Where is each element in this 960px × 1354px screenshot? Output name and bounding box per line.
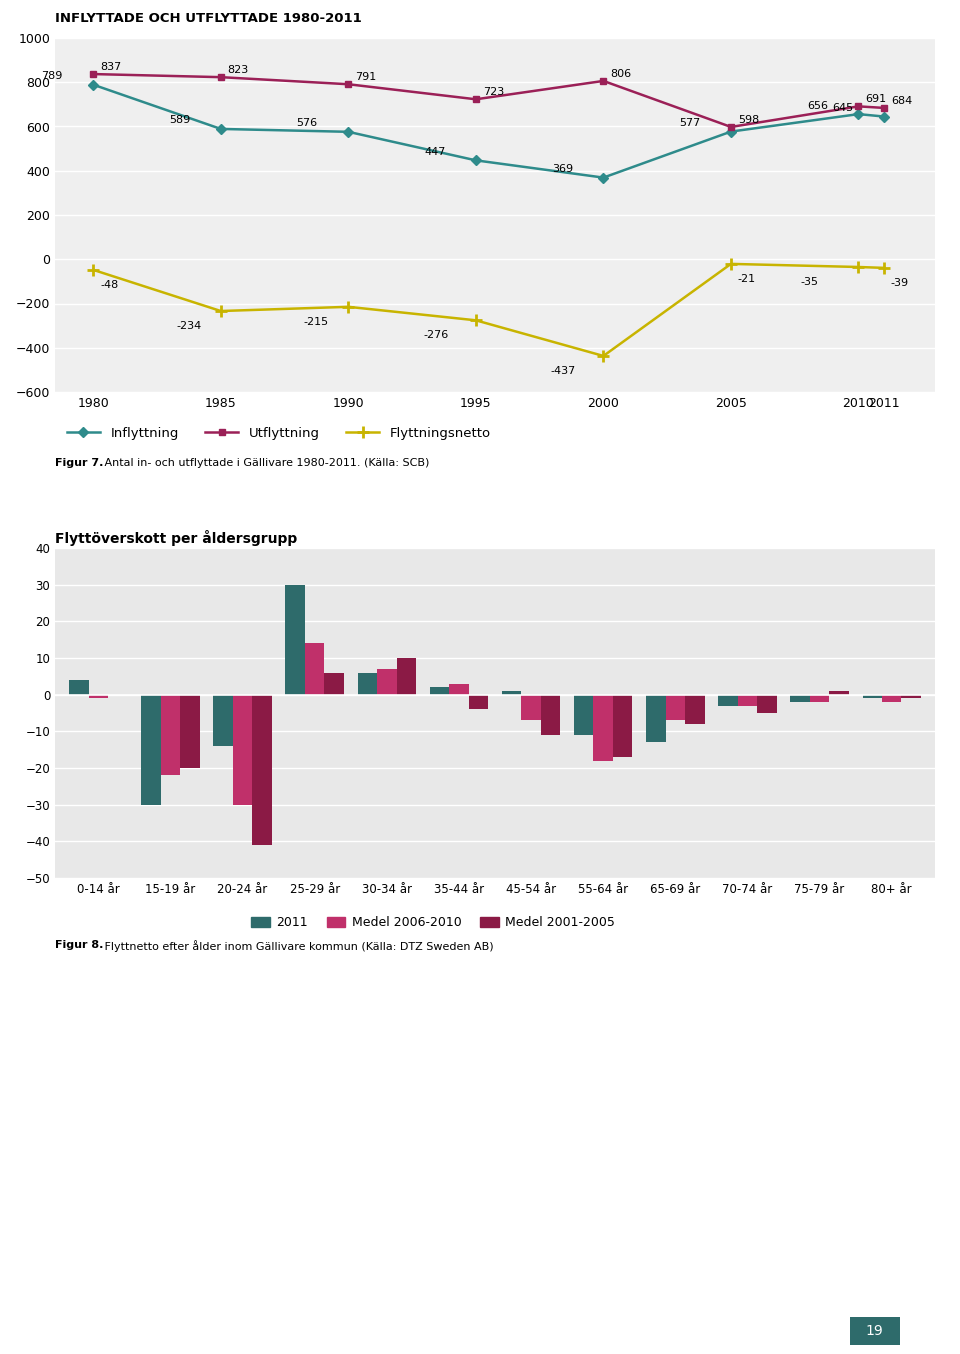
- Bar: [829, 691, 849, 695]
- Bar: [252, 695, 272, 845]
- Text: 684: 684: [891, 96, 912, 106]
- Text: 577: 577: [679, 118, 701, 129]
- Text: -234: -234: [177, 321, 202, 332]
- Text: 691: 691: [865, 95, 886, 104]
- Bar: [396, 658, 416, 695]
- Text: 723: 723: [483, 87, 504, 97]
- Text: -215: -215: [304, 317, 329, 326]
- Text: INFLYTTADE OCH UTFLYTTADE 1980-2011: INFLYTTADE OCH UTFLYTTADE 1980-2011: [55, 12, 362, 24]
- Bar: [593, 695, 612, 761]
- Bar: [665, 695, 685, 720]
- Bar: [285, 585, 305, 695]
- Text: Antal in- och utflyttade i Gällivare 1980-2011. (Källa: SCB): Antal in- och utflyttade i Gällivare 198…: [101, 458, 429, 468]
- Bar: [357, 673, 377, 695]
- Bar: [180, 695, 200, 768]
- Legend: Inflyttning, Utflyttning, Flyttningsnetto: Inflyttning, Utflyttning, Flyttningsnett…: [61, 421, 496, 445]
- Bar: [468, 695, 488, 709]
- Text: 576: 576: [297, 118, 318, 129]
- Text: 837: 837: [100, 62, 122, 72]
- Text: 19: 19: [866, 1324, 883, 1338]
- Bar: [141, 695, 160, 804]
- Text: Flyttöverskott per åldersgrupp: Flyttöverskott per åldersgrupp: [55, 529, 298, 546]
- Text: 823: 823: [228, 65, 249, 74]
- Bar: [737, 695, 757, 705]
- Bar: [88, 695, 108, 699]
- Text: 656: 656: [807, 100, 828, 111]
- Text: 598: 598: [738, 115, 759, 125]
- Bar: [377, 669, 396, 695]
- Text: 645: 645: [832, 103, 853, 112]
- Bar: [160, 695, 180, 776]
- Text: -437: -437: [551, 366, 576, 376]
- Bar: [882, 695, 901, 701]
- Bar: [69, 680, 88, 695]
- Text: -276: -276: [423, 330, 448, 340]
- Bar: [862, 695, 882, 699]
- Bar: [324, 673, 344, 695]
- Bar: [612, 695, 633, 757]
- Text: 589: 589: [169, 115, 190, 126]
- Text: -21: -21: [738, 274, 756, 284]
- Text: Flyttnetto efter ålder inom Gällivare kommun (Källa: DTZ Sweden AB): Flyttnetto efter ålder inom Gällivare ko…: [101, 940, 493, 952]
- Text: 806: 806: [611, 69, 632, 79]
- Text: -35: -35: [800, 278, 818, 287]
- Bar: [901, 695, 921, 699]
- Bar: [718, 695, 737, 705]
- Bar: [521, 695, 540, 720]
- Bar: [646, 695, 665, 742]
- Text: -39: -39: [891, 278, 909, 288]
- Legend: 2011, Medel 2006-2010, Medel 2001-2005: 2011, Medel 2006-2010, Medel 2001-2005: [247, 911, 620, 934]
- Text: 791: 791: [355, 72, 376, 83]
- Text: 369: 369: [552, 164, 573, 175]
- Text: -48: -48: [100, 280, 118, 290]
- Bar: [305, 643, 324, 695]
- Text: 447: 447: [424, 146, 445, 157]
- Bar: [213, 695, 233, 746]
- Bar: [574, 695, 593, 735]
- Bar: [810, 695, 829, 701]
- Bar: [449, 684, 468, 695]
- Bar: [540, 695, 561, 735]
- Bar: [233, 695, 252, 804]
- Bar: [502, 691, 521, 695]
- Bar: [430, 688, 449, 695]
- Text: Figur 7.: Figur 7.: [55, 458, 104, 468]
- Text: 789: 789: [41, 72, 62, 81]
- Bar: [757, 695, 777, 714]
- Bar: [790, 695, 810, 701]
- Bar: [685, 695, 705, 724]
- Text: Figur 8.: Figur 8.: [55, 940, 104, 951]
